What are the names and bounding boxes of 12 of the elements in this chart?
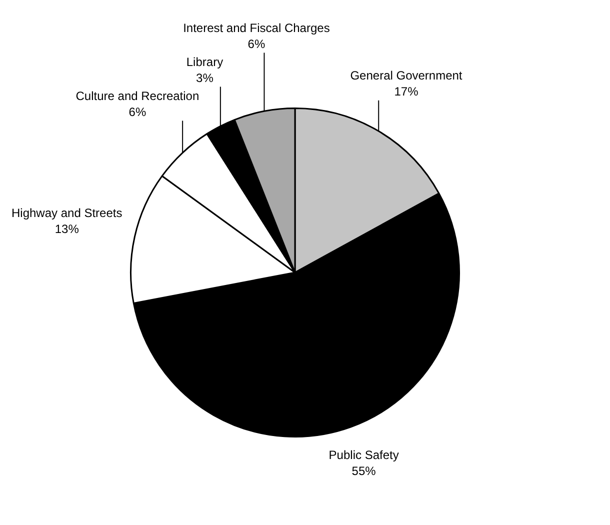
slice-label: Interest and Fiscal Charges <box>183 21 330 36</box>
data-label: 55% <box>352 464 376 478</box>
slice-label: Culture and Recreation <box>76 89 200 104</box>
slice-label: General Government <box>350 68 463 83</box>
data-label: 17% <box>394 84 419 99</box>
data-label: 6% <box>248 37 266 52</box>
data-label: 3% <box>196 71 214 86</box>
slice-label: Library <box>186 55 224 70</box>
slice-label: Highway and Streets <box>11 206 122 220</box>
slice-label: Public Safety <box>328 448 399 462</box>
data-label: 6% <box>128 105 146 120</box>
data-label: 13% <box>54 222 80 236</box>
